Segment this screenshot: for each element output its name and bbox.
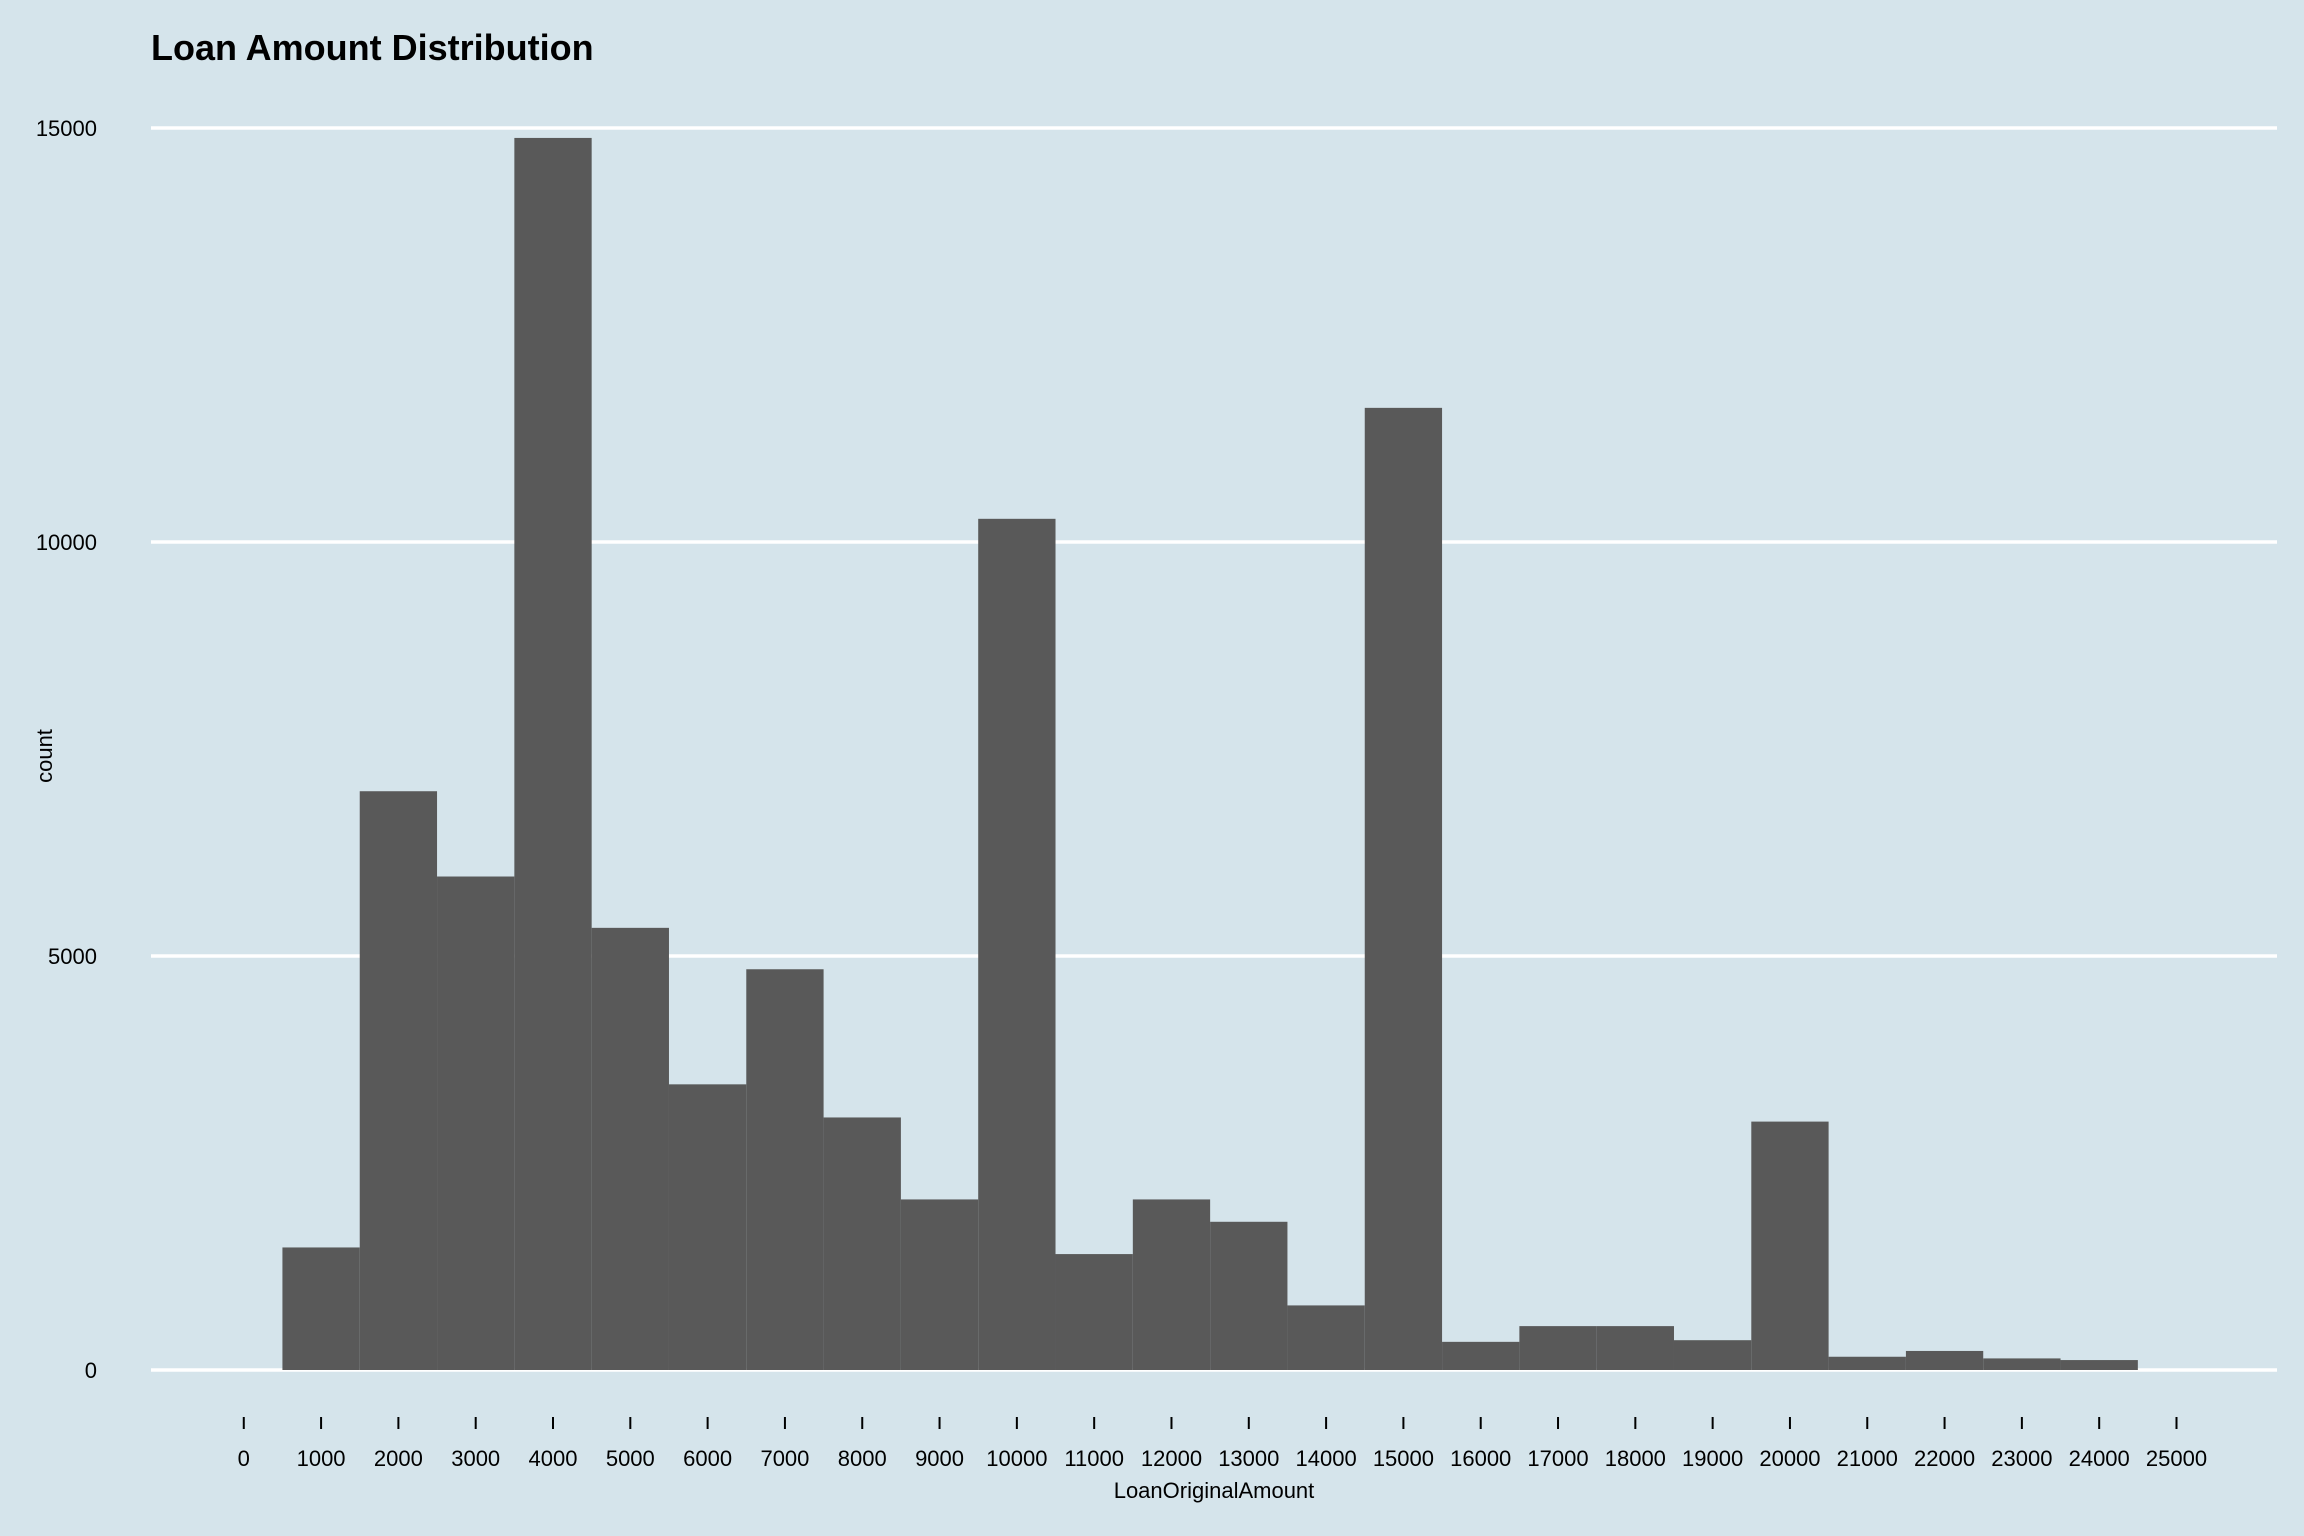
x-axis-ticks: 0 1000 2000 3000 4000 5000 6000 7000 8000 9000 100…	[238, 1417, 2207, 1471]
y-tick-label: 5000	[48, 944, 97, 969]
x-tick-label: 24000	[2069, 1446, 2130, 1471]
x-tick-label: 16000	[1450, 1446, 1511, 1471]
x-tick-label: 1000	[297, 1446, 346, 1471]
histogram-bar	[1364, 407, 1443, 1370]
histogram-bar	[1596, 1326, 1674, 1370]
x-tick-label: 11000	[1064, 1446, 1124, 1471]
x-tick-label: 5000	[606, 1446, 655, 1471]
histogram-bar	[1905, 1350, 1984, 1370]
histogram-bar	[1983, 1358, 2061, 1370]
x-tick-label: 17000	[1527, 1446, 1588, 1471]
histogram-bar	[1519, 1326, 1597, 1370]
x-tick-label: 18000	[1605, 1446, 1666, 1471]
y-tick-label: 10000	[36, 530, 97, 555]
histogram-bar	[1442, 1341, 1520, 1370]
histogram-bar	[978, 518, 1056, 1370]
histogram-bar	[2060, 1360, 2138, 1370]
histogram-bar	[1055, 1254, 1133, 1370]
histogram-bar	[1751, 1121, 1829, 1370]
y-axis-ticks: 0 5000 10000 15000	[36, 116, 97, 1383]
x-tick-label: 4000	[529, 1446, 578, 1471]
histogram-bar	[746, 969, 824, 1370]
x-tick-label: 19000	[1682, 1446, 1743, 1471]
chart-title: Loan Amount Distribution	[151, 27, 594, 68]
histogram-bar	[900, 1199, 979, 1370]
x-tick-label: 8000	[838, 1446, 887, 1471]
x-tick-label: 0	[238, 1446, 250, 1471]
histogram-bar	[1673, 1340, 1752, 1370]
x-tick-label: 12000	[1141, 1446, 1202, 1471]
x-tick-label: 22000	[1914, 1446, 1975, 1471]
histogram-bar	[668, 1084, 747, 1370]
x-tick-label: 3000	[451, 1446, 500, 1471]
histogram-bar	[1828, 1356, 1906, 1370]
x-axis-label: LoanOriginalAmount	[1114, 1478, 1315, 1503]
x-tick-label: 9000	[915, 1446, 964, 1471]
x-tick-label: 2000	[374, 1446, 423, 1471]
y-tick-label: 15000	[36, 116, 97, 141]
x-tick-label: 25000	[2146, 1446, 2207, 1471]
bars	[282, 137, 2138, 1370]
x-tick-label: 7000	[760, 1446, 809, 1471]
x-tick-label: 10000	[986, 1446, 1047, 1471]
x-tick-label: 6000	[683, 1446, 732, 1471]
histogram-bar	[823, 1117, 901, 1370]
y-tick-label: 0	[85, 1358, 97, 1383]
x-tick-label: 23000	[1991, 1446, 2052, 1471]
y-axis-label: count	[32, 729, 57, 783]
histogram-bar	[591, 927, 669, 1370]
x-tick-label: 21000	[1837, 1446, 1898, 1471]
histogram-bar	[514, 137, 592, 1370]
x-tick-label: 13000	[1218, 1446, 1279, 1471]
x-tick-label: 15000	[1373, 1446, 1434, 1471]
histogram-bar	[1132, 1199, 1211, 1370]
x-tick-label: 20000	[1759, 1446, 1820, 1471]
histogram-bar	[282, 1247, 360, 1370]
x-tick-label: 14000	[1296, 1446, 1357, 1471]
histogram-bar	[359, 791, 438, 1370]
histogram-bar	[1210, 1221, 1288, 1370]
histogram-bar	[1287, 1305, 1365, 1370]
histogram-bar	[437, 876, 515, 1370]
